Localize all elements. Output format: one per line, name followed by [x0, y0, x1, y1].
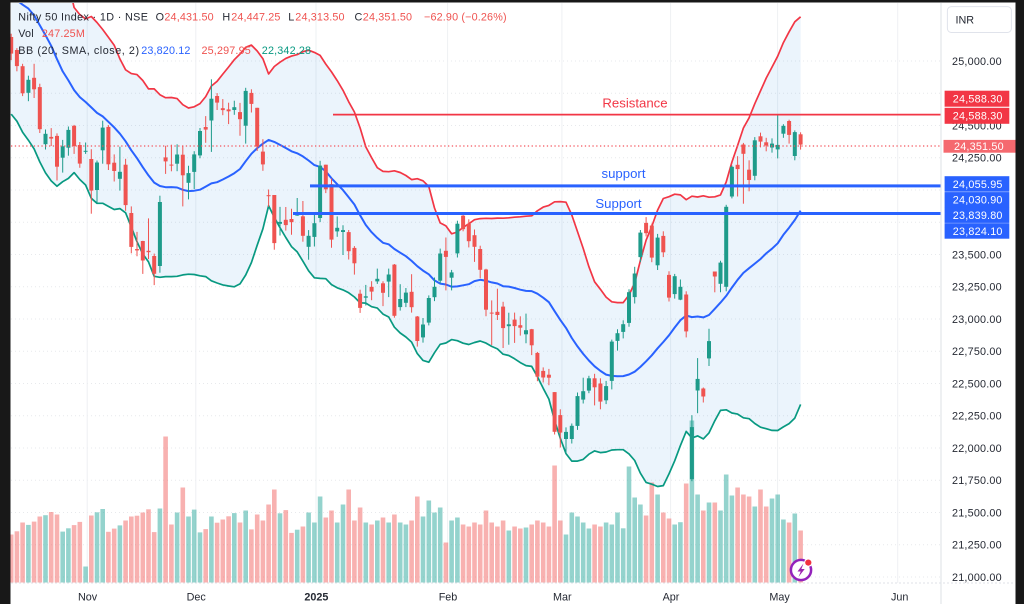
svg-text:Mar: Mar	[553, 592, 572, 604]
svg-text:21,500.00: 21,500.00	[952, 507, 1002, 519]
svg-text:24,250.00: 24,250.00	[952, 153, 1002, 165]
svg-text:25,297.95: 25,297.95	[202, 45, 251, 57]
svg-text:22,750.00: 22,750.00	[952, 346, 1002, 358]
svg-text:24,055.95: 24,055.95	[953, 179, 1003, 191]
svg-text:25,000.00: 25,000.00	[952, 56, 1002, 68]
svg-text:Nov: Nov	[78, 592, 98, 604]
svg-text:247.25M: 247.25M	[42, 28, 85, 40]
svg-text:24,351.50: 24,351.50	[954, 141, 1004, 153]
svg-text:BB (20, SMA, close, 2): BB (20, SMA, close, 2)	[18, 45, 139, 57]
svg-text:L: L	[288, 11, 294, 23]
svg-text:O: O	[156, 11, 165, 23]
svg-text:22,250.00: 22,250.00	[952, 411, 1002, 423]
svg-text:May: May	[769, 592, 790, 604]
svg-text:24,447.25: 24,447.25	[231, 11, 280, 23]
svg-text:Vol: Vol	[18, 28, 33, 40]
svg-text:24,351.50: 24,351.50	[363, 11, 412, 23]
svg-text:21,250.00: 21,250.00	[952, 540, 1002, 552]
svg-text:21,750.00: 21,750.00	[952, 475, 1002, 487]
svg-text:23,839.80: 23,839.80	[953, 210, 1003, 222]
svg-text:Dec: Dec	[187, 592, 207, 604]
svg-text:H: H	[222, 11, 230, 23]
svg-text:22,342.28: 22,342.28	[262, 45, 311, 57]
svg-text:C: C	[355, 11, 363, 23]
svg-text:21,000.00: 21,000.00	[952, 572, 1002, 584]
svg-text:24,431.50: 24,431.50	[164, 11, 213, 23]
svg-text:Apr: Apr	[663, 592, 680, 604]
svg-text:24,313.50: 24,313.50	[295, 11, 344, 23]
svg-text:23,250.00: 23,250.00	[952, 282, 1002, 294]
svg-text:Jun: Jun	[891, 592, 908, 604]
svg-text:23,500.00: 23,500.00	[952, 249, 1002, 261]
svg-text:24,588.30: 24,588.30	[953, 111, 1003, 123]
svg-text:Nifty 50 Index · 1D · NSE: Nifty 50 Index · 1D · NSE	[18, 11, 148, 23]
svg-text:Feb: Feb	[439, 592, 458, 604]
svg-text:support: support	[602, 166, 646, 181]
svg-text:24,030.90: 24,030.90	[953, 195, 1003, 207]
svg-text:23,824.10: 23,824.10	[953, 226, 1003, 238]
svg-text:Support: Support	[595, 196, 642, 211]
svg-text:23,820.12: 23,820.12	[141, 45, 190, 57]
svg-text:2025: 2025	[304, 592, 328, 604]
svg-text:23,000.00: 23,000.00	[952, 314, 1002, 326]
svg-text:Resistance: Resistance	[602, 96, 667, 111]
svg-text:24,588.30: 24,588.30	[953, 94, 1003, 106]
svg-text:22,500.00: 22,500.00	[952, 378, 1002, 390]
svg-text:22,000.00: 22,000.00	[952, 443, 1002, 455]
svg-text:−62.90 (−0.26%): −62.90 (−0.26%)	[424, 11, 507, 23]
svg-text:INR: INR	[956, 14, 975, 26]
